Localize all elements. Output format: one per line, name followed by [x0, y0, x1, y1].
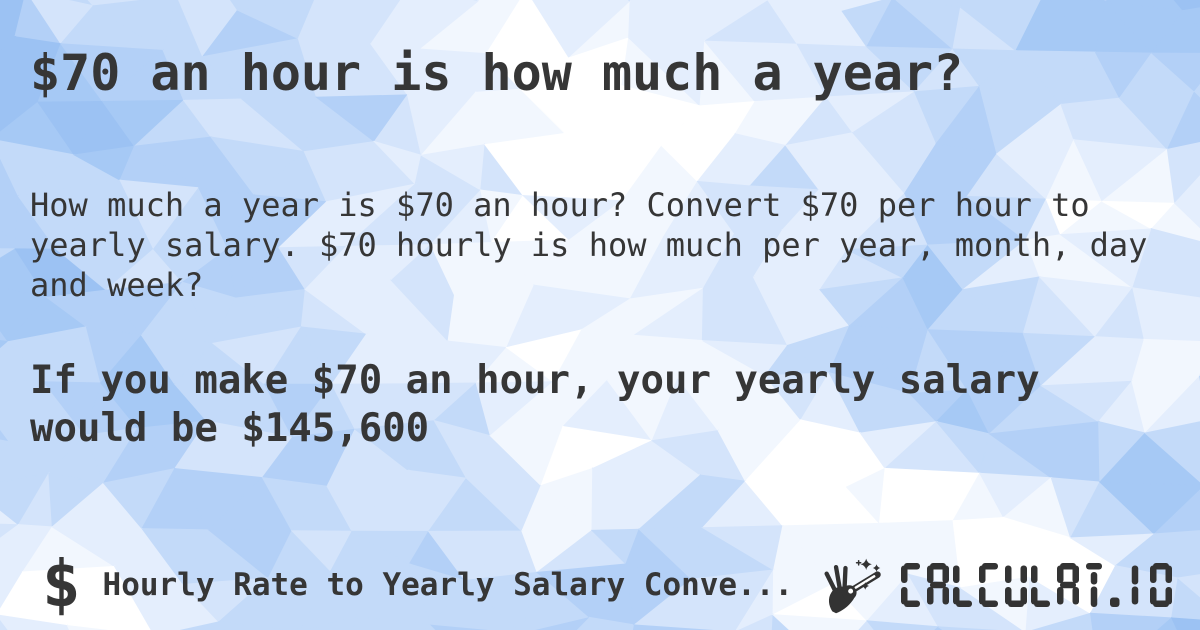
calculat-io-logo-text	[901, 563, 1173, 607]
description-text: How much a year is $70 an hour? Convert …	[30, 186, 1148, 304]
dollar-icon: $	[42, 548, 81, 622]
sparkle-stars	[855, 558, 881, 590]
magic-wand-hand-icon	[824, 558, 881, 614]
footer: $ Hourly Rate to Yearly Salary Conve...	[42, 550, 1200, 620]
converter-name-label: Hourly Rate to Yearly Salary Conve...	[102, 567, 794, 603]
site-logo	[821, 556, 1173, 614]
answer-statement: If you make $70 an hour, your yearly sal…	[30, 358, 1040, 451]
page-title: $70 an hour is how much a year?	[30, 44, 964, 102]
